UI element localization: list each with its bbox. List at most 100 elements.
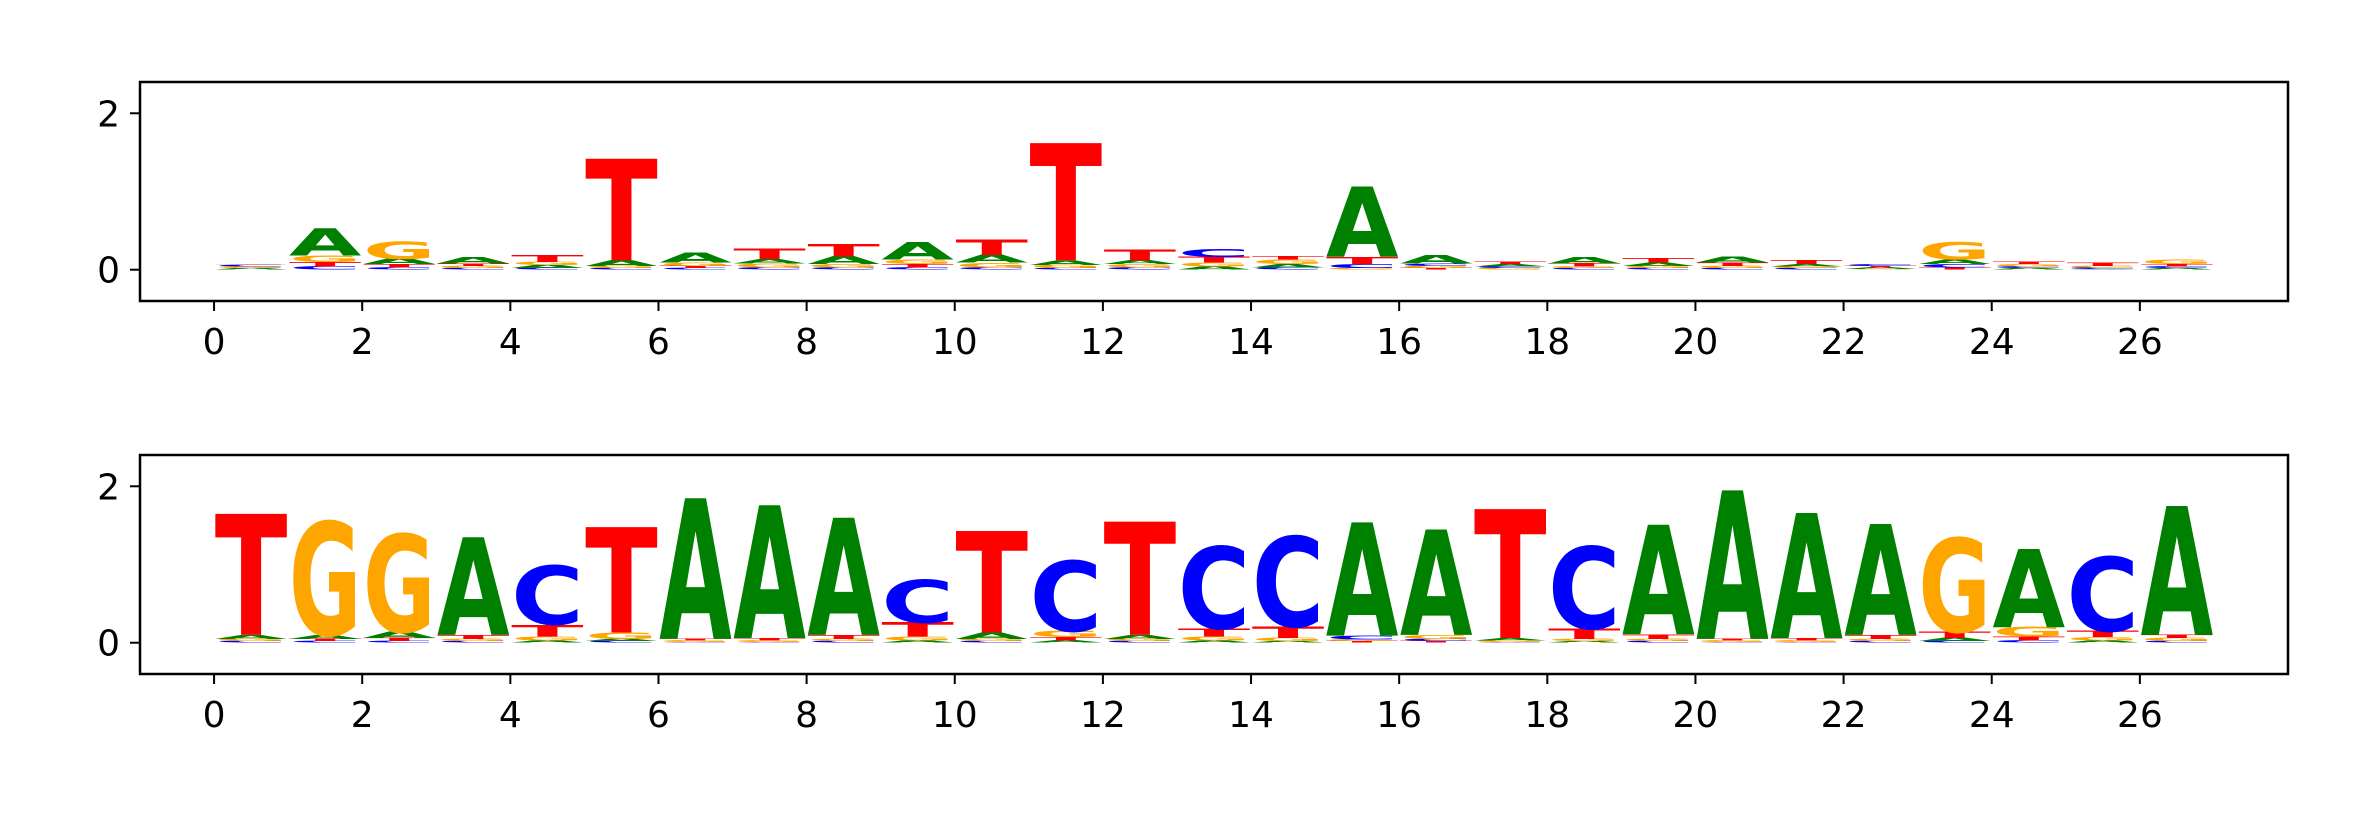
letter-C: C: [733, 267, 806, 271]
letter-T: T: [437, 263, 510, 267]
letter-T: T: [881, 619, 954, 641]
letter-C: C: [2141, 266, 2214, 268]
letter-G: G: [1844, 638, 1917, 642]
letter-C: C: [733, 642, 806, 643]
letter-T: T: [1622, 257, 1695, 265]
letter-A: A: [1622, 495, 1695, 670]
letter-G: G: [511, 635, 584, 641]
letter-A: A: [1622, 262, 1695, 267]
letter-C: C: [1548, 525, 1621, 656]
letter-G: G: [955, 638, 1028, 642]
letter-A: A: [1030, 640, 1103, 644]
letter-T: T: [363, 263, 436, 268]
x-tick-label: 4: [499, 695, 522, 736]
letter-C: C: [1030, 542, 1103, 655]
letter-A: A: [511, 640, 584, 644]
letter-A: A: [585, 638, 658, 642]
letter-A: A: [1844, 494, 1917, 671]
letter-G: G: [733, 262, 806, 268]
letter-G: G: [1770, 266, 1843, 269]
letter-A: A: [1770, 264, 1843, 268]
x-tick-label: 24: [1969, 322, 2015, 363]
letter-T: T: [1178, 256, 1251, 265]
letter-C: C: [1326, 635, 1399, 641]
y-axis: 02: [97, 94, 140, 292]
letter-T: T: [1178, 627, 1251, 639]
letter-T: T: [1252, 256, 1325, 261]
letter-T: T: [2067, 629, 2140, 639]
letter-C: C: [1400, 263, 1473, 267]
letter-G: G: [1548, 266, 1621, 269]
x-tick-label: 4: [499, 322, 522, 363]
letter-A: A: [1400, 253, 1473, 267]
letter-C: C: [1844, 641, 1917, 643]
letter-A: A: [1844, 267, 1918, 270]
letter-T: T: [1474, 476, 1547, 681]
letter-A: A: [955, 253, 1028, 266]
letter-A: A: [363, 630, 436, 640]
letter-C: C: [881, 267, 954, 271]
letter-T: T: [1696, 638, 1769, 641]
letter-T: T: [2141, 634, 2214, 639]
letter-G: G: [1696, 265, 1769, 269]
x-tick-label: 6: [647, 695, 670, 736]
letter-A: A: [1918, 258, 1991, 266]
letter-T: T: [1770, 637, 1843, 641]
letter-A: A: [437, 512, 510, 667]
letter-A: A: [1770, 479, 1843, 679]
letter-C: C: [807, 641, 880, 643]
letter-A: A: [2141, 472, 2214, 677]
letter-G: G: [1326, 268, 1399, 271]
x-tick-label: 2: [351, 322, 374, 363]
letter-T: T: [733, 246, 806, 262]
letter-A: A: [1474, 637, 1547, 641]
letter-A: A: [1992, 528, 2065, 653]
letter-A: A: [881, 238, 954, 265]
letter-A: A: [2067, 640, 2140, 644]
letter-T: T: [215, 264, 288, 265]
x-axis: 0 2 4 6 8 10 12 14 16 18 20 22 24 26: [203, 301, 2163, 363]
letter-A: A: [585, 259, 658, 268]
letter-G: G: [1178, 635, 1251, 641]
letter-A: A: [733, 257, 806, 265]
letter-G: G: [733, 640, 806, 643]
x-tick-label: 26: [2117, 322, 2163, 363]
letter-G: G: [1104, 263, 1177, 268]
x-tick-label: 8: [795, 322, 818, 363]
letter-C: C: [659, 642, 732, 643]
letter-A: A: [1400, 501, 1473, 669]
letter-A: A: [215, 268, 289, 271]
letter-C: C: [881, 568, 954, 637]
letter-A: A: [807, 254, 880, 267]
letter-A: A: [363, 257, 436, 266]
letter-G: G: [363, 508, 436, 664]
y-tick-label: 0: [97, 624, 120, 665]
letter-C: C: [955, 267, 1028, 271]
letter-A: A: [1548, 641, 1622, 644]
letter-G: G: [807, 638, 880, 642]
letter-A: A: [659, 459, 732, 684]
letter-G: G: [1548, 638, 1621, 642]
x-tick-label: 14: [1228, 695, 1274, 736]
letter-T: T: [1918, 267, 1991, 271]
x-tick-label: 18: [1524, 695, 1570, 736]
letter-T: T: [585, 498, 658, 667]
